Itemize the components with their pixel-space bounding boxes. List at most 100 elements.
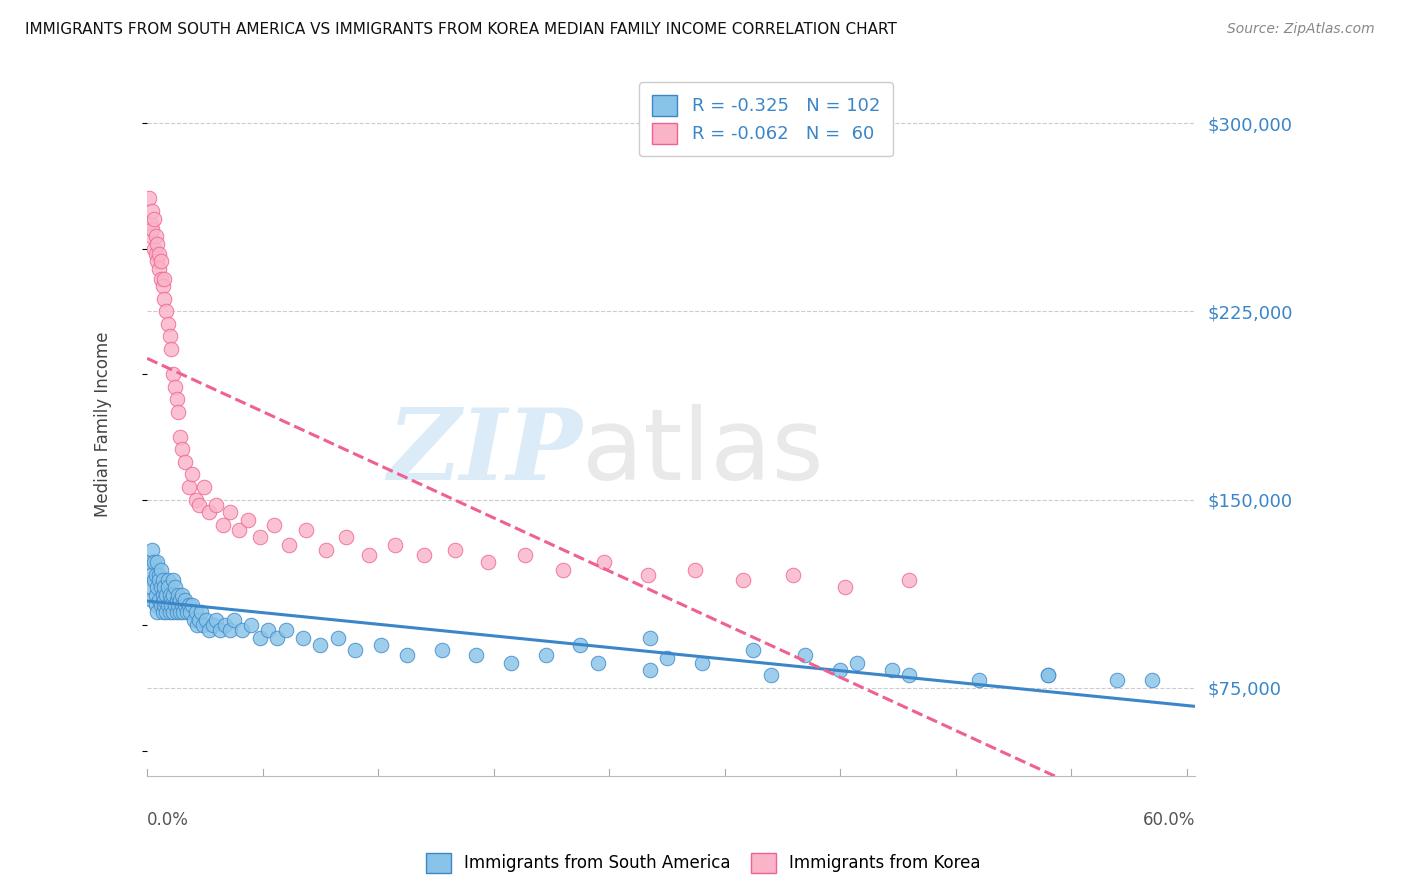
Point bbox=[146, 236, 169, 251]
Point bbox=[231, 623, 253, 637]
Point bbox=[179, 606, 201, 620]
Point bbox=[139, 229, 162, 244]
Point bbox=[257, 623, 280, 637]
Point bbox=[169, 593, 191, 607]
Point bbox=[1107, 673, 1129, 688]
Text: IMMIGRANTS FROM SOUTH AMERICA VS IMMIGRANTS FROM KOREA MEDIAN FAMILY INCOME CORR: IMMIGRANTS FROM SOUTH AMERICA VS IMMIGRA… bbox=[25, 22, 897, 37]
Point bbox=[191, 618, 214, 632]
Point bbox=[148, 593, 170, 607]
Point bbox=[152, 279, 174, 293]
Point bbox=[172, 606, 194, 620]
Point bbox=[326, 631, 349, 645]
Point bbox=[186, 618, 208, 632]
Point bbox=[834, 581, 856, 595]
Point bbox=[156, 573, 179, 587]
Point bbox=[201, 618, 224, 632]
Point bbox=[145, 229, 167, 244]
Point bbox=[278, 538, 301, 552]
Point bbox=[170, 598, 193, 612]
Point bbox=[638, 631, 661, 645]
Point bbox=[153, 598, 176, 612]
Point bbox=[759, 668, 782, 682]
Point bbox=[159, 329, 181, 343]
Point bbox=[733, 573, 755, 587]
Point bbox=[149, 581, 172, 595]
Point bbox=[477, 555, 499, 569]
Point bbox=[166, 606, 188, 620]
Point bbox=[166, 392, 188, 407]
Point bbox=[145, 567, 167, 582]
Point bbox=[205, 613, 228, 627]
Point bbox=[155, 588, 177, 602]
Point bbox=[159, 588, 181, 602]
Point bbox=[430, 643, 453, 657]
Point bbox=[160, 598, 183, 612]
Point bbox=[190, 606, 212, 620]
Point bbox=[138, 191, 160, 205]
Point bbox=[638, 663, 661, 677]
Point bbox=[146, 254, 169, 268]
Point bbox=[212, 517, 235, 532]
Point bbox=[782, 567, 804, 582]
Point bbox=[513, 548, 536, 562]
Point bbox=[143, 555, 166, 569]
Point bbox=[152, 606, 174, 620]
Point bbox=[143, 573, 166, 587]
Point bbox=[141, 221, 163, 235]
Point bbox=[139, 581, 162, 595]
Point bbox=[149, 254, 172, 268]
Point bbox=[139, 567, 162, 582]
Point bbox=[395, 648, 418, 662]
Point bbox=[174, 593, 197, 607]
Point bbox=[146, 581, 169, 595]
Point bbox=[637, 567, 659, 582]
Point bbox=[167, 588, 190, 602]
Point bbox=[370, 638, 392, 652]
Point bbox=[315, 542, 337, 557]
Point bbox=[141, 204, 163, 219]
Point bbox=[160, 593, 183, 607]
Point bbox=[593, 555, 616, 569]
Text: Median Family Income: Median Family Income bbox=[94, 332, 112, 517]
Point bbox=[169, 606, 191, 620]
Point bbox=[249, 530, 271, 544]
Point bbox=[170, 588, 193, 602]
Point bbox=[188, 498, 211, 512]
Point bbox=[138, 555, 160, 569]
Point bbox=[184, 606, 207, 620]
Point bbox=[156, 581, 179, 595]
Legend: Immigrants from South America, Immigrants from Korea: Immigrants from South America, Immigrant… bbox=[419, 847, 987, 880]
Point bbox=[163, 598, 186, 612]
Point bbox=[534, 648, 557, 662]
Point bbox=[176, 606, 198, 620]
Point bbox=[208, 623, 231, 637]
Text: atlas: atlas bbox=[582, 404, 824, 501]
Point bbox=[152, 573, 174, 587]
Point bbox=[830, 663, 852, 677]
Point bbox=[143, 242, 166, 256]
Point bbox=[170, 442, 193, 457]
Point bbox=[141, 542, 163, 557]
Point bbox=[148, 261, 170, 276]
Point bbox=[148, 246, 170, 260]
Point bbox=[153, 292, 176, 306]
Point bbox=[1036, 668, 1059, 682]
Point bbox=[219, 623, 242, 637]
Point bbox=[149, 271, 172, 285]
Point bbox=[148, 567, 170, 582]
Point bbox=[295, 523, 318, 537]
Point bbox=[156, 598, 179, 612]
Text: Source: ZipAtlas.com: Source: ZipAtlas.com bbox=[1227, 22, 1375, 37]
Point bbox=[309, 638, 332, 652]
Point bbox=[183, 613, 205, 627]
Point bbox=[153, 581, 176, 595]
Text: ZIP: ZIP bbox=[387, 404, 582, 500]
Point bbox=[195, 613, 218, 627]
Point bbox=[263, 517, 285, 532]
Point bbox=[465, 648, 488, 662]
Point bbox=[145, 598, 167, 612]
Point bbox=[198, 505, 221, 519]
Point bbox=[149, 563, 172, 577]
Point bbox=[335, 530, 357, 544]
Point bbox=[162, 573, 184, 587]
